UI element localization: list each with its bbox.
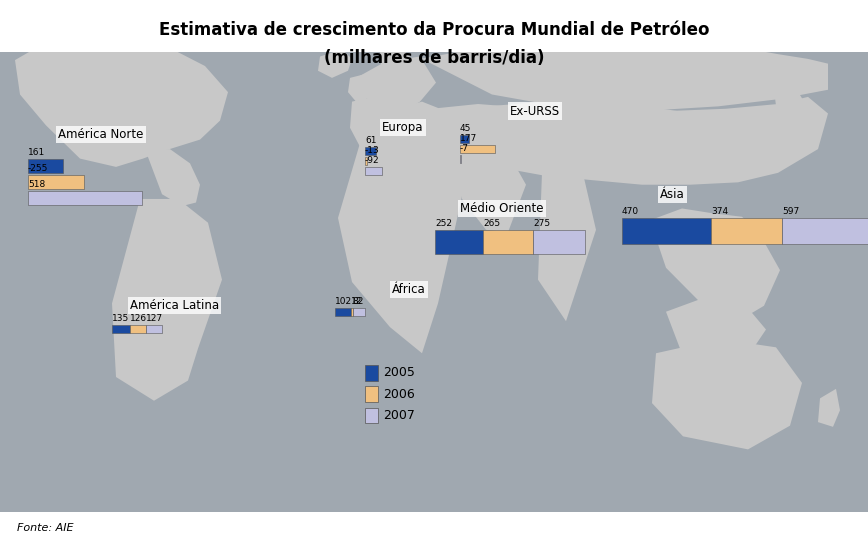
Bar — [365, 167, 382, 175]
Bar — [28, 191, 142, 205]
Text: África: África — [392, 283, 425, 295]
Polygon shape — [420, 97, 828, 185]
Polygon shape — [420, 43, 828, 111]
Text: Médio Oriente: Médio Oriente — [460, 202, 543, 215]
Bar — [28, 174, 84, 189]
Text: 374: 374 — [711, 207, 728, 216]
Bar — [483, 230, 533, 253]
Text: 2005: 2005 — [383, 366, 415, 379]
Polygon shape — [538, 169, 596, 321]
Polygon shape — [450, 135, 526, 232]
Text: 126: 126 — [129, 314, 147, 323]
Polygon shape — [486, 101, 698, 166]
Polygon shape — [350, 94, 396, 147]
Text: América Latina: América Latina — [130, 299, 219, 312]
Text: 177: 177 — [460, 134, 477, 143]
Polygon shape — [338, 101, 466, 353]
Text: 135: 135 — [112, 314, 129, 323]
Text: 45: 45 — [460, 124, 471, 133]
Text: 275: 275 — [533, 219, 550, 228]
Bar — [782, 218, 868, 244]
Text: 2007: 2007 — [383, 409, 415, 422]
Text: 161: 161 — [28, 148, 45, 157]
Bar — [460, 155, 462, 163]
Text: 518: 518 — [28, 180, 45, 189]
Bar — [365, 157, 367, 165]
Text: 102: 102 — [335, 298, 352, 306]
Text: 265: 265 — [483, 219, 500, 228]
Text: 12: 12 — [351, 298, 362, 306]
Bar — [351, 308, 352, 317]
Polygon shape — [818, 389, 840, 427]
Polygon shape — [666, 296, 766, 365]
Text: América Norte: América Norte — [58, 129, 143, 141]
Text: 61: 61 — [365, 136, 377, 145]
Polygon shape — [145, 149, 200, 206]
Bar — [129, 325, 146, 333]
Polygon shape — [652, 339, 802, 450]
Bar — [335, 308, 351, 317]
Polygon shape — [15, 33, 228, 167]
Text: Ásia: Ásia — [660, 187, 685, 201]
Text: 252: 252 — [435, 219, 452, 228]
Text: 470: 470 — [622, 207, 639, 216]
Text: -7: -7 — [460, 144, 469, 153]
Bar — [112, 325, 129, 333]
Text: -255: -255 — [28, 164, 49, 173]
Bar — [365, 147, 376, 155]
Text: 127: 127 — [146, 314, 163, 323]
Bar — [365, 408, 378, 423]
Bar — [622, 218, 711, 244]
Text: (milhares de barris/dia): (milhares de barris/dia) — [324, 49, 544, 67]
Bar — [352, 308, 365, 317]
Bar — [460, 135, 469, 143]
Polygon shape — [318, 50, 352, 78]
Text: Europa: Europa — [382, 121, 424, 134]
Bar — [365, 365, 378, 380]
Polygon shape — [774, 85, 804, 122]
Bar — [711, 218, 782, 244]
Bar — [365, 386, 378, 402]
Text: 2006: 2006 — [383, 387, 415, 401]
Text: 82: 82 — [352, 298, 364, 306]
Polygon shape — [348, 74, 370, 101]
Bar — [533, 230, 586, 253]
Text: 597: 597 — [782, 207, 799, 216]
Polygon shape — [352, 57, 436, 111]
Text: -92: -92 — [365, 156, 379, 165]
Text: Estimativa de crescimento da Procura Mundial de Petróleo: Estimativa de crescimento da Procura Mun… — [159, 21, 709, 39]
Text: Fonte: AIE: Fonte: AIE — [17, 523, 74, 533]
Text: Ex-URSS: Ex-URSS — [510, 105, 560, 118]
Polygon shape — [650, 208, 780, 321]
Polygon shape — [98, 11, 172, 45]
Bar — [28, 159, 63, 173]
Bar — [146, 325, 162, 333]
Bar — [460, 145, 496, 153]
Polygon shape — [380, 45, 410, 85]
Bar — [435, 230, 483, 253]
Text: -13: -13 — [365, 146, 380, 155]
Polygon shape — [112, 199, 222, 401]
